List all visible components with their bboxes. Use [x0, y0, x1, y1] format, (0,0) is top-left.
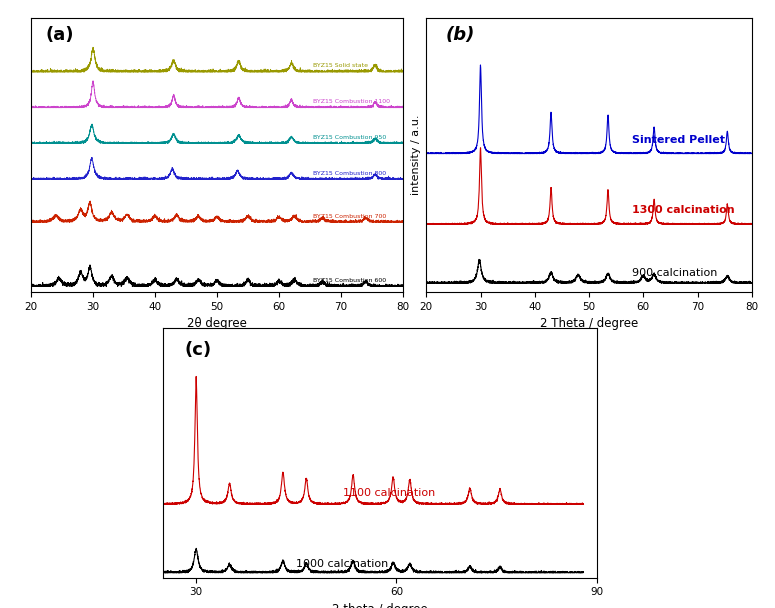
Text: (b): (b)	[446, 27, 475, 44]
X-axis label: 2 Theta / degree: 2 Theta / degree	[540, 317, 638, 330]
Text: BYZ15 Combustion 600: BYZ15 Combustion 600	[313, 278, 386, 283]
Text: BYZ15 Combustion 1100: BYZ15 Combustion 1100	[313, 99, 390, 104]
X-axis label: 2θ degree: 2θ degree	[187, 317, 247, 330]
Text: 1300 calcination: 1300 calcination	[632, 206, 735, 215]
Text: 1000 calcination: 1000 calcination	[296, 559, 388, 569]
Text: BYZ15 Combustion 800: BYZ15 Combustion 800	[313, 171, 386, 176]
Text: BYZ15 Solid state: BYZ15 Solid state	[313, 63, 368, 67]
Text: (c): (c)	[184, 341, 212, 359]
Text: (a): (a)	[46, 27, 74, 44]
Y-axis label: intensity / a.u.: intensity / a.u.	[411, 115, 421, 195]
Text: 1100 calcination: 1100 calcination	[343, 488, 436, 499]
Text: 900 calcination: 900 calcination	[632, 268, 718, 278]
Text: BYZ15 Combustion 950: BYZ15 Combustion 950	[313, 135, 387, 140]
Text: Sintered Pellet: Sintered Pellet	[632, 135, 725, 145]
Text: BYZ15 Combustion 700: BYZ15 Combustion 700	[313, 213, 387, 218]
X-axis label: 2 theta / degree: 2 theta / degree	[332, 603, 428, 608]
